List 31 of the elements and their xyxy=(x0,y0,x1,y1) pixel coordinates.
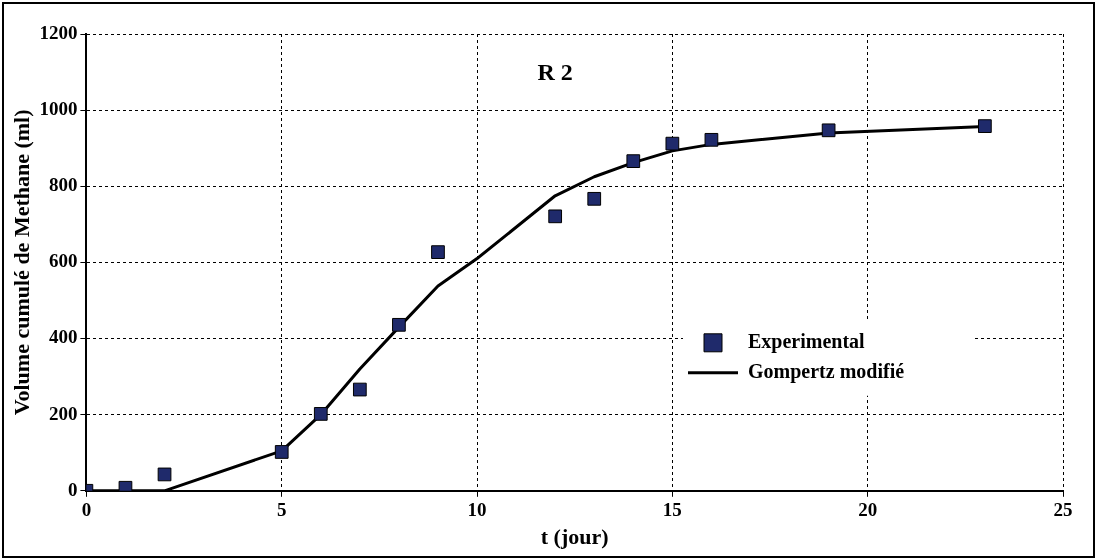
legend-label: Gompertz modifié xyxy=(748,359,905,383)
point xyxy=(821,123,836,138)
point xyxy=(978,119,992,133)
point xyxy=(626,154,641,169)
point xyxy=(274,445,289,459)
point xyxy=(587,191,602,206)
y-tick-label: 800 xyxy=(48,174,78,196)
x-tick-label: 15 xyxy=(662,499,682,521)
x-tick-label: 5 xyxy=(276,499,287,521)
x-axis-title: t (jour) xyxy=(540,524,609,550)
x-tick-label: 25 xyxy=(1053,499,1073,521)
point xyxy=(548,209,563,224)
x-tick-label: 20 xyxy=(858,499,878,521)
y-tick-label: 1200 xyxy=(39,21,78,43)
y-tick-label: 600 xyxy=(48,250,78,272)
point xyxy=(352,382,367,397)
y-tick-label: 200 xyxy=(48,402,78,424)
point xyxy=(157,467,172,482)
y-tick-label: 0 xyxy=(67,478,78,500)
legend-label: Experimental xyxy=(748,329,866,353)
point xyxy=(313,407,328,421)
point xyxy=(665,136,680,151)
y-axis-title: Volume cumulé de Methane (ml) xyxy=(8,109,34,416)
point xyxy=(704,132,719,147)
x-tick-label: 10 xyxy=(467,499,487,521)
point xyxy=(431,245,445,259)
text: R 2 xyxy=(537,59,573,86)
point xyxy=(392,317,406,332)
y-tick-label: 400 xyxy=(48,326,78,348)
x-tick-label: 0 xyxy=(81,499,92,521)
y-tick-label: 1000 xyxy=(39,98,78,120)
